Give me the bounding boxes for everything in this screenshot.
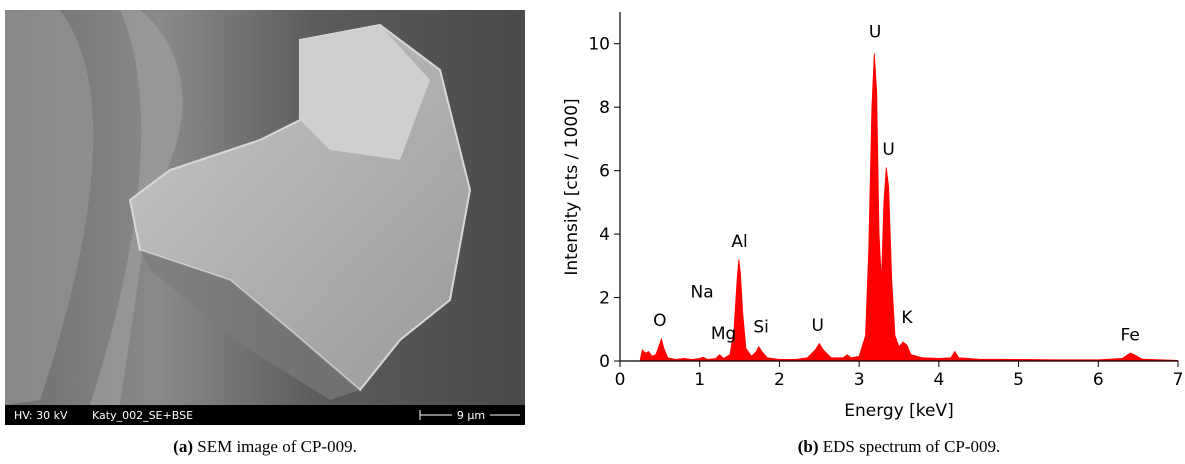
caption-text: EDS spectrum of CP-009. (823, 437, 1001, 456)
peak-label: Al (731, 232, 747, 252)
peak-label: Fe (1121, 325, 1140, 345)
scale-bar-label: 9 µm (457, 409, 485, 422)
x-tick-label: 4 (933, 370, 944, 390)
peak-label: K (901, 308, 913, 328)
sem-voltage: HV: 30 kV (14, 409, 68, 422)
x-tick-label: 3 (854, 370, 865, 390)
peak-label: U (811, 316, 823, 336)
y-tick-label: 4 (599, 225, 610, 245)
peak-label: Mg (711, 324, 736, 344)
x-tick-label: 7 (1173, 370, 1184, 390)
x-tick-label: 5 (1013, 370, 1024, 390)
caption-label: (b) (798, 437, 819, 456)
peak-label: U (882, 140, 894, 160)
peak-label: O (653, 311, 666, 331)
x-tick-label: 2 (774, 370, 785, 390)
peak-label: Na (691, 283, 714, 303)
figure: HV: 30 kV Katy_002_SE+BSE 9 µm (a) SEM i… (0, 0, 1185, 464)
sem-image: HV: 30 kV Katy_002_SE+BSE 9 µm (5, 10, 525, 425)
caption-text: SEM image of CP-009. (197, 437, 357, 456)
peak-label: Si (753, 317, 769, 337)
y-tick-label: 10 (588, 35, 610, 55)
x-tick-label: 0 (615, 370, 626, 390)
sem-file: Katy_002_SE+BSE (92, 409, 193, 422)
y-tick-label: 8 (599, 98, 610, 118)
x-tick-label: 1 (694, 370, 705, 390)
x-tick-label: 6 (1093, 370, 1104, 390)
x-axis-label: Energy [keV] (844, 401, 954, 421)
caption-label: (a) (173, 437, 193, 456)
y-axis-label: Intensity [cts / 1000] (562, 98, 582, 275)
y-tick-label: 6 (599, 162, 610, 182)
y-tick-label: 0 (599, 352, 610, 372)
peak-label: U (869, 22, 881, 42)
caption: (a) SEM image of CP-009. (173, 437, 357, 456)
caption: (b) EDS spectrum of CP-009. (798, 437, 1001, 456)
y-tick-label: 2 (599, 289, 610, 309)
